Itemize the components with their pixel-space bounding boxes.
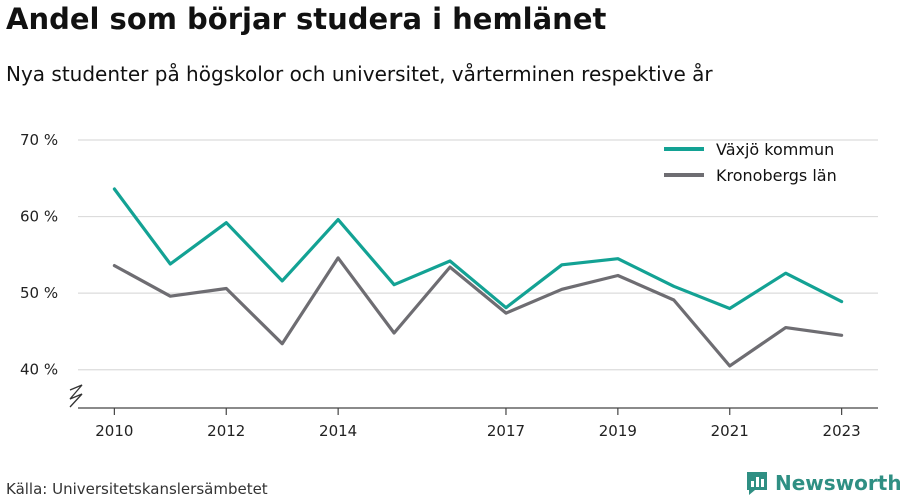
legend-label-kronoberg: Kronobergs län — [716, 165, 837, 185]
y-tick-label: 50 % — [20, 284, 58, 302]
chart-subtitle: Nya studenter på högskolor och universit… — [6, 62, 713, 86]
y-tick-label: 60 % — [20, 208, 58, 226]
y-tick-label: 40 % — [20, 361, 58, 379]
legend-swatch-kronoberg — [664, 173, 704, 177]
legend-item-vaxjo: Växjö kommun — [664, 136, 837, 162]
brand-logo[interactable]: Newsworthy — [745, 468, 900, 498]
source-note: Källa: Universitetskanslersämbetet — [6, 480, 268, 498]
series-line-vaxjo — [112, 187, 844, 311]
brand-name: Newsworthy — [775, 471, 900, 495]
x-tick-label: 2021 — [711, 422, 749, 440]
line-chart: 40 % 50 % 60 % 70 % 2010 2012 2014 2017 2019 2021… — [20, 131, 878, 440]
x-tick-label: 2012 — [207, 422, 245, 440]
x-tick-label: 2017 — [487, 422, 525, 440]
y-tick-label: 70 % — [20, 131, 58, 149]
legend: Växjö kommun Kronobergs län — [664, 136, 837, 188]
legend-label-vaxjo: Växjö kommun — [716, 139, 835, 159]
x-tick-label: 2014 — [319, 422, 357, 440]
bar-chart-logo-icon — [747, 472, 767, 495]
legend-swatch-vaxjo — [664, 147, 704, 151]
x-tick-label: 2019 — [599, 422, 637, 440]
axis-break-icon — [69, 384, 83, 408]
legend-item-kronoberg: Kronobergs län — [664, 162, 837, 188]
x-tick-label: 2023 — [823, 422, 861, 440]
chart-title: Andel som börjar studera i hemlänet — [6, 2, 607, 36]
series-line-kronoberg — [112, 256, 844, 368]
x-tick-label: 2010 — [95, 422, 133, 440]
